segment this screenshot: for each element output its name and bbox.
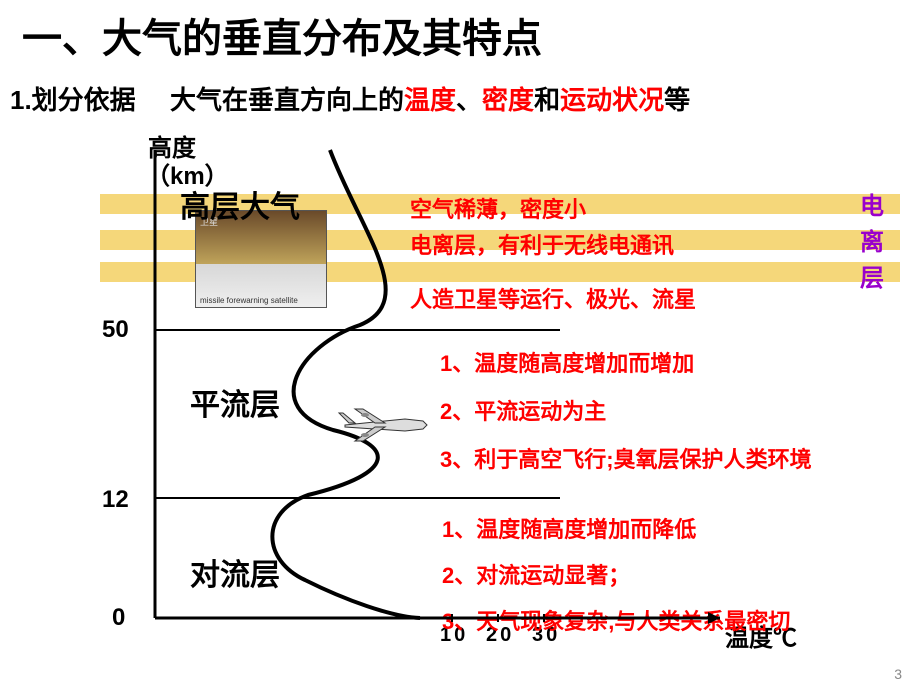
x-axis-arrow [708,612,720,624]
slide: 一、大气的垂直分布及其特点 1.划分依据 大气在垂直方向上的温度、密度和运动状况… [0,0,920,690]
temperature-curve [272,150,420,618]
chart-svg [0,0,920,690]
